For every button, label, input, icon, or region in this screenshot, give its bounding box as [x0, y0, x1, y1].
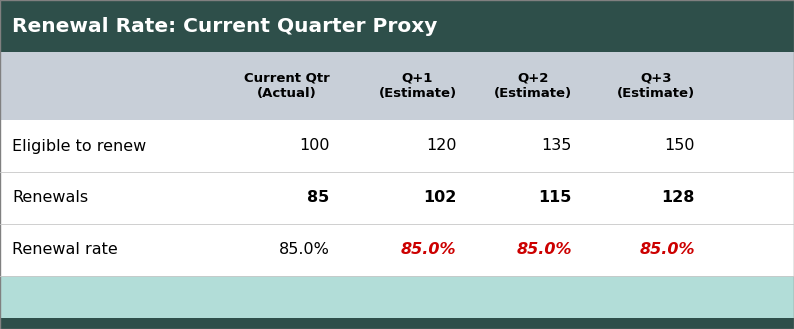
- Text: Eligible to renew: Eligible to renew: [12, 139, 146, 154]
- Text: 102: 102: [423, 190, 457, 206]
- Text: Q+3
(Estimate): Q+3 (Estimate): [617, 72, 695, 100]
- Text: Renewal rate: Renewal rate: [12, 242, 118, 258]
- Text: 120: 120: [426, 139, 457, 154]
- Text: 115: 115: [538, 190, 572, 206]
- Bar: [0, 120, 794, 172]
- Text: 85.0%: 85.0%: [279, 242, 330, 258]
- Text: 100: 100: [299, 139, 330, 154]
- Text: 85.0%: 85.0%: [516, 242, 572, 258]
- Text: Renewals: Renewals: [12, 190, 88, 206]
- Text: Current Qtr
(Actual): Current Qtr (Actual): [244, 72, 330, 100]
- Text: 85: 85: [307, 190, 330, 206]
- Bar: [0, 172, 794, 224]
- Text: 85.0%: 85.0%: [401, 242, 457, 258]
- Text: Renewal Rate: Current Quarter Proxy: Renewal Rate: Current Quarter Proxy: [12, 16, 437, 36]
- Bar: [0, 276, 794, 318]
- Text: 85.0%: 85.0%: [639, 242, 695, 258]
- Text: Q+1
(Estimate): Q+1 (Estimate): [379, 72, 457, 100]
- Text: 128: 128: [661, 190, 695, 206]
- Bar: [0, 224, 794, 276]
- Text: 150: 150: [665, 139, 695, 154]
- Bar: [0, 0, 794, 52]
- Text: Q+2
(Estimate): Q+2 (Estimate): [494, 72, 572, 100]
- Text: 135: 135: [542, 139, 572, 154]
- Bar: [0, 52, 794, 120]
